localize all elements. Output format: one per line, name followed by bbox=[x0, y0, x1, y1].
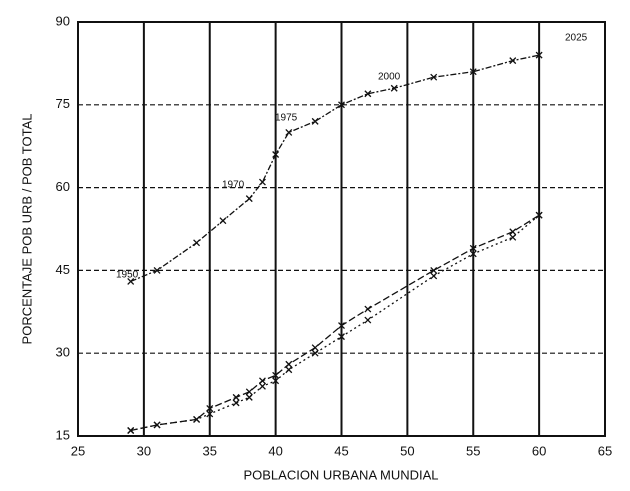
data-point bbox=[206, 404, 214, 412]
data-point bbox=[245, 195, 253, 203]
data-point bbox=[193, 415, 201, 423]
data-point bbox=[272, 371, 280, 379]
data-point bbox=[285, 366, 293, 374]
data-point bbox=[311, 117, 319, 125]
x-axis-label: POBLACION URBANA MUNDIAL bbox=[243, 467, 438, 482]
x-tick-label: 60 bbox=[532, 443, 546, 458]
y-tick-label: 90 bbox=[56, 13, 70, 28]
data-point bbox=[469, 244, 477, 252]
data-point bbox=[364, 90, 372, 98]
annotation: 1950 bbox=[116, 270, 139, 281]
y-axis-label: PORCENTAJE POB URB / POB TOTAL bbox=[19, 114, 34, 345]
data-point bbox=[535, 51, 543, 59]
annotation: 1970 bbox=[222, 180, 245, 191]
data-point bbox=[153, 421, 161, 429]
data-point bbox=[153, 266, 161, 274]
data-line bbox=[130, 54, 540, 283]
x-tick-label: 40 bbox=[268, 443, 282, 458]
data-point bbox=[469, 250, 477, 258]
data-point bbox=[311, 349, 319, 357]
data-point bbox=[193, 239, 201, 247]
data-point bbox=[364, 316, 372, 324]
data-point bbox=[364, 305, 372, 313]
data-point bbox=[232, 393, 240, 401]
annotation: 1975 bbox=[275, 113, 298, 124]
data-point bbox=[258, 377, 266, 385]
data-point bbox=[258, 382, 266, 390]
data-point bbox=[390, 84, 398, 92]
data-point bbox=[338, 333, 345, 341]
annotation: 2000 bbox=[378, 72, 401, 83]
x-tick-label: 65 bbox=[598, 443, 612, 458]
data-point bbox=[127, 277, 135, 285]
data-point bbox=[245, 388, 253, 396]
data-line bbox=[130, 214, 540, 432]
data-point bbox=[272, 377, 280, 385]
data-point bbox=[285, 360, 293, 368]
data-point bbox=[338, 322, 345, 330]
x-tick-label: 25 bbox=[71, 443, 85, 458]
x-tick-label: 55 bbox=[466, 443, 480, 458]
y-tick-label: 45 bbox=[56, 262, 70, 277]
data-point bbox=[311, 344, 319, 352]
x-tick-label: 50 bbox=[400, 443, 414, 458]
data-point bbox=[272, 151, 280, 158]
y-tick-label: 75 bbox=[56, 96, 70, 111]
data-point bbox=[430, 73, 438, 81]
x-tick-label: 30 bbox=[137, 443, 151, 458]
x-tick-label: 35 bbox=[203, 443, 217, 458]
data-point bbox=[338, 101, 345, 109]
y-tick-label: 15 bbox=[56, 427, 70, 442]
annotation: 2025 bbox=[565, 33, 588, 44]
data-point bbox=[206, 410, 214, 418]
data-point bbox=[509, 233, 517, 241]
data-point bbox=[219, 217, 227, 225]
x-tick-label: 45 bbox=[334, 443, 348, 458]
data-point bbox=[509, 228, 517, 236]
data-point bbox=[430, 272, 438, 280]
data-point bbox=[285, 128, 293, 136]
data-point bbox=[232, 399, 240, 407]
y-tick-label: 60 bbox=[56, 179, 70, 194]
data-point bbox=[245, 393, 253, 401]
data-point bbox=[430, 266, 438, 274]
data-point bbox=[469, 68, 477, 76]
y-tick-label: 30 bbox=[56, 345, 70, 360]
data-point bbox=[258, 178, 266, 186]
data-point bbox=[509, 57, 517, 65]
data-point bbox=[535, 211, 543, 219]
data-line bbox=[130, 214, 540, 432]
data-point bbox=[127, 427, 135, 434]
